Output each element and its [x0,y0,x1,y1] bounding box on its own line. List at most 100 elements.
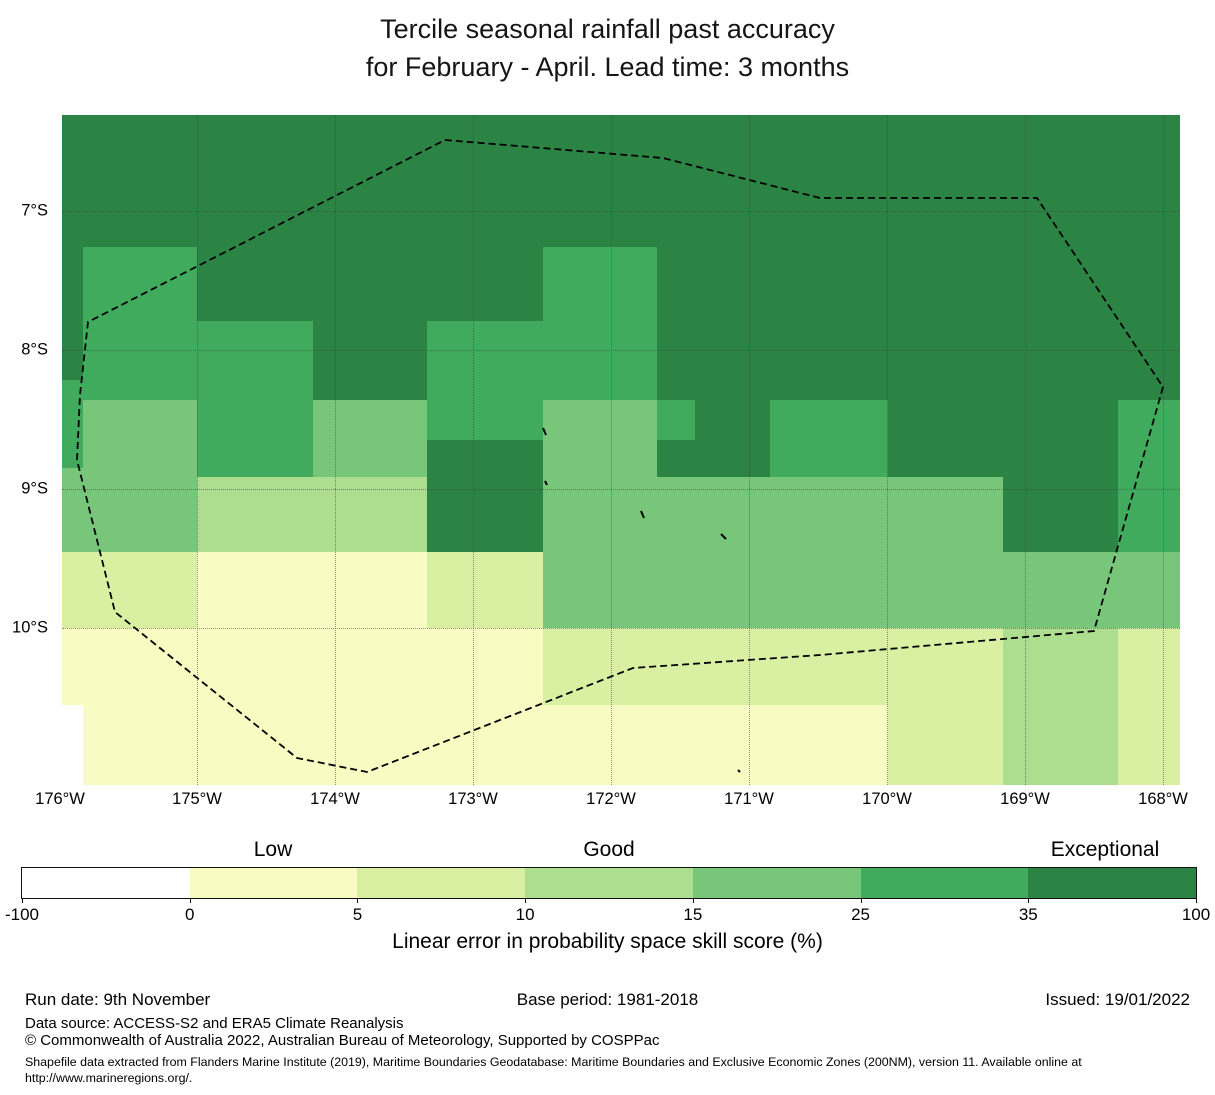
x-axis-tick-label: 174°W [310,790,360,808]
map-cell [83,400,197,552]
map-cell [543,400,657,628]
x-axis-tick-label: 170°W [862,790,912,808]
map-cell [197,552,313,785]
map-cell [543,247,657,400]
x-axis-tick-label: 169°W [1000,790,1050,808]
map-plot-area [62,115,1180,785]
colorbar-category-label: Good [583,838,635,861]
colorbar-tick-label: 25 [851,905,871,924]
map-cell [313,247,427,400]
issued-date-text: Issued: 19/01/2022 [1045,990,1190,1009]
colorbar-caption: Linear error in probability space skill … [392,930,823,953]
shapefile-attribution-line1: Shapefile data extracted from Flanders M… [25,1055,1082,1069]
colorbar-segment [692,868,861,898]
colorbar-category-label: Low [253,838,293,861]
map-cell [1003,628,1118,785]
map-cell [770,628,888,705]
colorbar-segment [22,868,190,898]
chart-title-line1: Tercile seasonal rainfall past accuracy [380,14,835,44]
colorbar-tick-mark [1196,898,1197,903]
longitude-gridline [887,115,888,785]
map-cell [62,380,83,468]
y-axis-tick-label: 10°S [12,618,48,637]
copyright-text: © Commonwealth of Australia 2022, Austra… [25,1032,660,1049]
longitude-gridline [749,115,750,785]
colorbar-tick-label: 5 [352,905,363,924]
colorbar-tick-label: 35 [1018,905,1038,924]
map-cell [313,552,427,785]
y-axis-tick-label: 9°S [21,479,48,498]
map-cell [657,705,770,785]
map-cell [1118,400,1180,552]
map-cell [62,705,83,785]
colorbar-tick-label: 15 [683,905,703,924]
colorbar-tick-mark [189,898,191,903]
map-cell [770,705,888,785]
colorbar-segment [357,868,526,898]
colorbar-tick-label: 0 [184,905,195,924]
longitude-gridline [1163,115,1164,785]
map-cell [427,321,543,440]
base-period-text: Base period: 1981-2018 [516,990,699,1009]
map-cell [197,247,313,321]
x-axis-tick-label: 168°W [1138,790,1188,808]
colorbar-tick-label: 100 [1181,905,1211,924]
colorbar-tick-label: 10 [515,905,535,924]
latitude-gridline [62,489,1180,490]
colorbar-segment [1028,868,1196,898]
map-cell [62,247,83,380]
longitude-gridline [473,115,474,785]
map-cell [62,468,83,552]
map-cell [770,400,888,477]
colorbar-segment [189,868,358,898]
colorbar [21,867,1197,899]
map-cell [543,628,657,705]
map-cell [657,247,770,477]
map-cell [62,628,83,705]
map-cell [62,115,1180,247]
colorbar-segment [525,868,693,898]
latitude-gridline [62,350,1180,351]
map-cell [1003,552,1118,628]
latitude-gridline [62,211,1180,212]
shapefile-attribution-line2: http://www.marineregions.org/. [25,1070,193,1085]
latitude-gridline [62,628,1180,629]
map-cell [770,477,888,628]
map-cell [427,628,543,785]
longitude-gridline [611,115,612,785]
map-cell [197,321,313,477]
map-cell [313,400,427,477]
map-cell [427,440,543,552]
map-cell [888,628,1003,785]
longitude-gridline [335,115,336,785]
colorbar-tick-label: -100 [4,905,40,924]
x-axis-tick-label: 176°W [35,790,85,808]
colorbar-category-label: Exceptional [1050,838,1160,861]
map-cell [543,705,657,785]
shapefile-attribution-text: Shapefile data extracted from Flanders M… [25,1055,1190,1086]
map-cell [770,247,888,400]
map-cell [657,477,770,628]
map-cell [62,552,83,628]
x-axis-tick-label: 175°W [172,790,222,808]
colorbar-tick-mark [860,898,862,903]
colorbar-tick-mark [22,898,23,903]
chart-title-line2: for February - April. Lead time: 3 month… [365,52,850,82]
colorbar-tick-mark [525,898,527,903]
map-cell [427,552,543,628]
map-cell [1118,247,1180,400]
map-cell [83,247,197,400]
data-source-text: Data source: ACCESS-S2 and ERA5 Climate … [25,1015,404,1032]
map-cell [1118,552,1180,628]
x-axis-tick-label: 171°W [724,790,774,808]
map-cell [888,247,1003,477]
colorbar-tick-mark [692,898,694,903]
colorbar-segment [860,868,1029,898]
longitude-gridline [1025,115,1026,785]
colorbar-tick-mark [357,898,359,903]
map-cell [427,247,543,321]
map-cell [657,400,695,440]
x-axis-tick-label: 173°W [448,790,498,808]
y-axis-tick-label: 8°S [21,340,48,359]
